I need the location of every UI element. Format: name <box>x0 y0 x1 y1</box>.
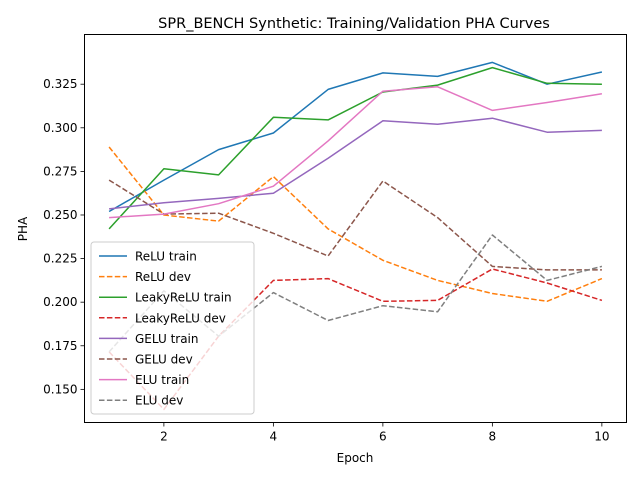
plot-area <box>108 61 603 411</box>
legend-label: GELU dev <box>135 353 193 367</box>
y-tick-label: 0.150 <box>43 382 77 396</box>
legend-label: ReLU dev <box>135 270 191 284</box>
series-line-elu-train <box>109 86 603 219</box>
y-tick-label: 0.225 <box>43 252 77 266</box>
y-tick-label: 0.325 <box>43 77 77 91</box>
x-tick-label: 8 <box>489 430 497 444</box>
legend-label: GELU train <box>135 332 199 346</box>
legend-label: LeakyReLU train <box>135 291 232 305</box>
legend-label: LeakyReLU dev <box>135 311 226 325</box>
y-axis: 0.150 0.175 0.200 0.225 0.250 0.275 0.300 0.325 <box>43 77 85 396</box>
series-line-gelu-train <box>109 117 602 210</box>
y-tick-label: 0.275 <box>43 164 77 178</box>
x-tick-label: 2 <box>160 430 168 444</box>
y-tick-label: 0.175 <box>43 339 77 353</box>
x-tick-label: 4 <box>270 430 278 444</box>
x-tick-label: 6 <box>379 430 387 444</box>
y-tick-label: 0.250 <box>43 208 77 222</box>
x-axis-label: Epoch <box>337 451 374 465</box>
y-tick-label: 0.300 <box>43 121 77 135</box>
series-line-elu-dev <box>108 234 603 353</box>
legend-label: ELU train <box>135 373 189 387</box>
legend-label: ELU dev <box>135 394 183 408</box>
legend-label: ReLU train <box>135 250 197 264</box>
y-axis-label: PHA <box>16 216 30 241</box>
x-tick-label: 10 <box>594 430 609 444</box>
chart-title: SPR_BENCH Synthetic: Training/Validation… <box>158 16 550 32</box>
series-line-gelu-dev <box>108 179 602 271</box>
series-line-relu-dev <box>108 146 603 303</box>
legend-box <box>90 241 255 415</box>
y-tick-label: 0.200 <box>43 295 77 309</box>
axes-frame <box>84 34 627 423</box>
series-line-relu-train <box>108 61 603 213</box>
series-line-leakyrelu-train <box>108 66 602 230</box>
legend: ReLU train ReLU dev LeakyReLU train LeakyRe… <box>90 241 255 415</box>
series-line-leakyrelu-dev <box>108 268 603 411</box>
x-axis: 2 4 6 8 10 <box>160 422 610 444</box>
